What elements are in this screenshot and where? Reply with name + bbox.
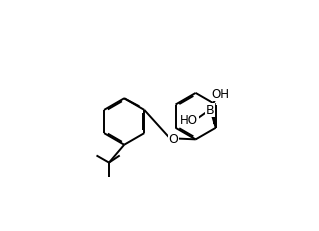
Text: OH: OH xyxy=(211,88,229,101)
Text: B: B xyxy=(206,104,215,117)
Text: O: O xyxy=(168,132,178,145)
Text: HO: HO xyxy=(180,114,198,127)
